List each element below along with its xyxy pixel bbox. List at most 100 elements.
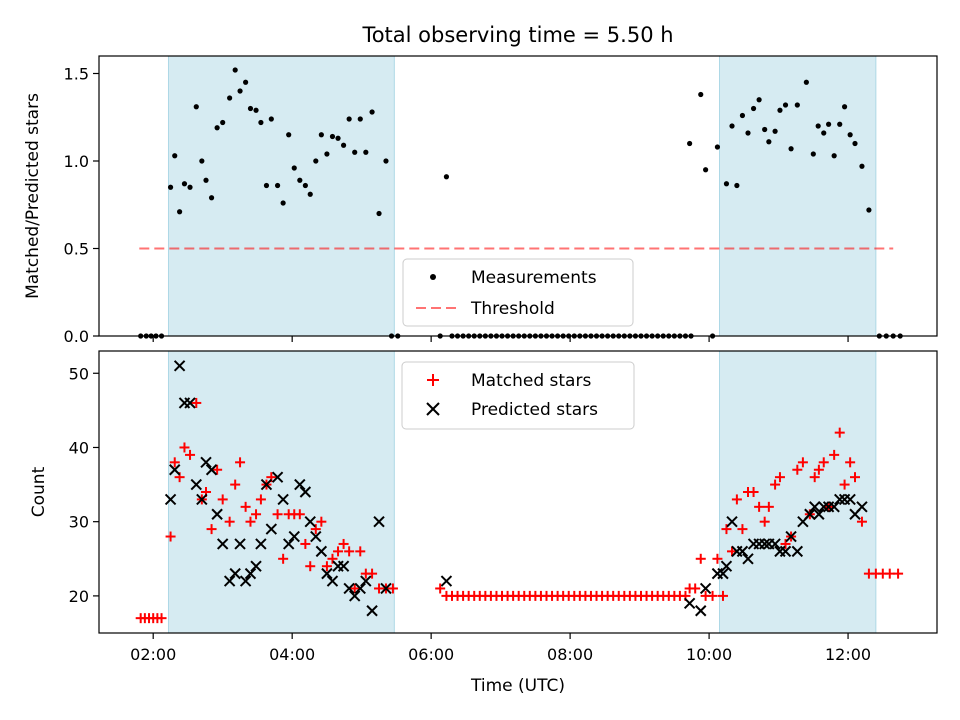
predicted-star-point xyxy=(699,582,712,595)
matched-star-point xyxy=(310,524,321,535)
x-tick-label: 02:00 xyxy=(130,645,176,664)
matched-star-point xyxy=(278,553,289,564)
predicted-star-point xyxy=(288,530,300,543)
matched-star-point xyxy=(349,583,360,594)
matched-star-point xyxy=(333,546,344,557)
matched-star-point xyxy=(850,472,861,483)
predicted-star-point xyxy=(343,582,355,595)
bottom-y-tick-label: 20 xyxy=(69,587,89,606)
predicted-star-point xyxy=(440,575,453,587)
predicted-star-point xyxy=(294,478,306,491)
matched-star-point xyxy=(834,427,845,438)
matched-star-point xyxy=(245,516,256,527)
matched-star-point xyxy=(759,516,770,527)
matched-star-point xyxy=(707,590,718,601)
measurement-point xyxy=(243,79,249,85)
matched-star-point xyxy=(191,397,202,408)
measurement-point xyxy=(376,210,382,217)
measurement-point xyxy=(826,121,832,127)
predicted-star-point xyxy=(380,582,392,595)
matched-star-point xyxy=(251,509,262,520)
predicted-star-point xyxy=(282,538,295,550)
measurement-point xyxy=(714,144,721,150)
measurement-point xyxy=(794,102,800,108)
matched-star-point xyxy=(240,501,251,512)
measurement-point xyxy=(199,158,205,164)
measurement-point xyxy=(297,177,303,183)
x-tick-label: 04:00 xyxy=(269,645,315,664)
matched-star-point xyxy=(845,457,856,468)
matched-star-point xyxy=(338,538,349,549)
measurement-point xyxy=(852,140,858,147)
measurement-point xyxy=(745,130,751,136)
matched-star-point xyxy=(179,442,190,453)
matched-star-point xyxy=(829,449,840,460)
measurement-point xyxy=(703,167,709,173)
matched-star-point xyxy=(893,568,904,579)
matched-star-point xyxy=(690,583,701,594)
matched-star-point xyxy=(156,613,167,624)
matched-star-point xyxy=(792,464,803,475)
predicted-star-point xyxy=(742,553,754,565)
measurement-point xyxy=(274,182,281,189)
measurement-point xyxy=(837,121,843,127)
predicted-star-point xyxy=(250,560,262,572)
predicted-star-point xyxy=(791,545,804,558)
measurement-point xyxy=(187,184,193,190)
measurement-point xyxy=(810,151,816,157)
measurement-point xyxy=(443,174,450,180)
predicted-star-point xyxy=(366,605,378,617)
measurement-point xyxy=(268,116,274,122)
legend-threshold-label: Threshold xyxy=(470,299,555,319)
predicted-star-point xyxy=(200,456,212,469)
measurement-point xyxy=(181,181,188,187)
matched-star-point xyxy=(797,457,808,468)
legend-predicted-label: Predicted stars xyxy=(471,400,598,420)
top-plot-frame xyxy=(98,55,938,337)
measurement-point xyxy=(280,200,286,206)
measurement-point xyxy=(729,123,735,129)
predicted-star-point xyxy=(190,478,202,491)
matched-star-point xyxy=(727,546,738,557)
measurement-point xyxy=(324,151,330,157)
predicted-star-point xyxy=(260,478,273,491)
matched-star-point xyxy=(300,538,311,549)
measurement-point xyxy=(756,97,762,103)
predicted-star-point xyxy=(310,530,322,543)
predicted-star-point xyxy=(223,575,236,587)
predicted-star-point xyxy=(769,538,781,550)
predicted-star-point xyxy=(736,545,749,558)
top-y-tick-label: 1.0 xyxy=(64,152,89,171)
predicted-star-point xyxy=(785,530,797,543)
matched-star-point xyxy=(813,464,824,475)
measurement-point xyxy=(772,128,778,134)
predicted-star-point xyxy=(804,508,816,520)
measurement-point xyxy=(214,125,220,131)
matched-star-point xyxy=(355,546,366,557)
legend-matched-marker xyxy=(427,374,439,386)
matched-star-point xyxy=(780,538,791,549)
top-y-axis-label: Matched/Predicted stars xyxy=(23,93,43,299)
matched-star-point xyxy=(255,494,266,505)
measurement-point xyxy=(346,116,352,122)
measurement-point xyxy=(258,119,264,126)
bottom-y-axis-label: Count xyxy=(29,466,49,517)
matched-star-point xyxy=(165,531,176,542)
matched-star-point xyxy=(748,487,759,497)
matched-star-point xyxy=(305,561,316,572)
measurement-point xyxy=(766,139,772,145)
predicted-star-point xyxy=(337,560,350,572)
measurement-point xyxy=(357,116,363,122)
bottom-y-tick-label: 50 xyxy=(69,364,89,383)
measurement-point xyxy=(739,112,746,119)
predicted-star-point xyxy=(828,501,840,513)
predicted-star-point xyxy=(229,567,241,580)
matched-star-point xyxy=(367,568,378,579)
measurement-point xyxy=(866,207,872,213)
bottom-y-tick-label: 40 xyxy=(69,438,89,457)
measurement-point xyxy=(369,109,375,115)
matched-star-point xyxy=(212,464,223,475)
x-axis-label: Time (UTC) xyxy=(470,676,565,696)
predicted-star-point xyxy=(360,575,372,587)
